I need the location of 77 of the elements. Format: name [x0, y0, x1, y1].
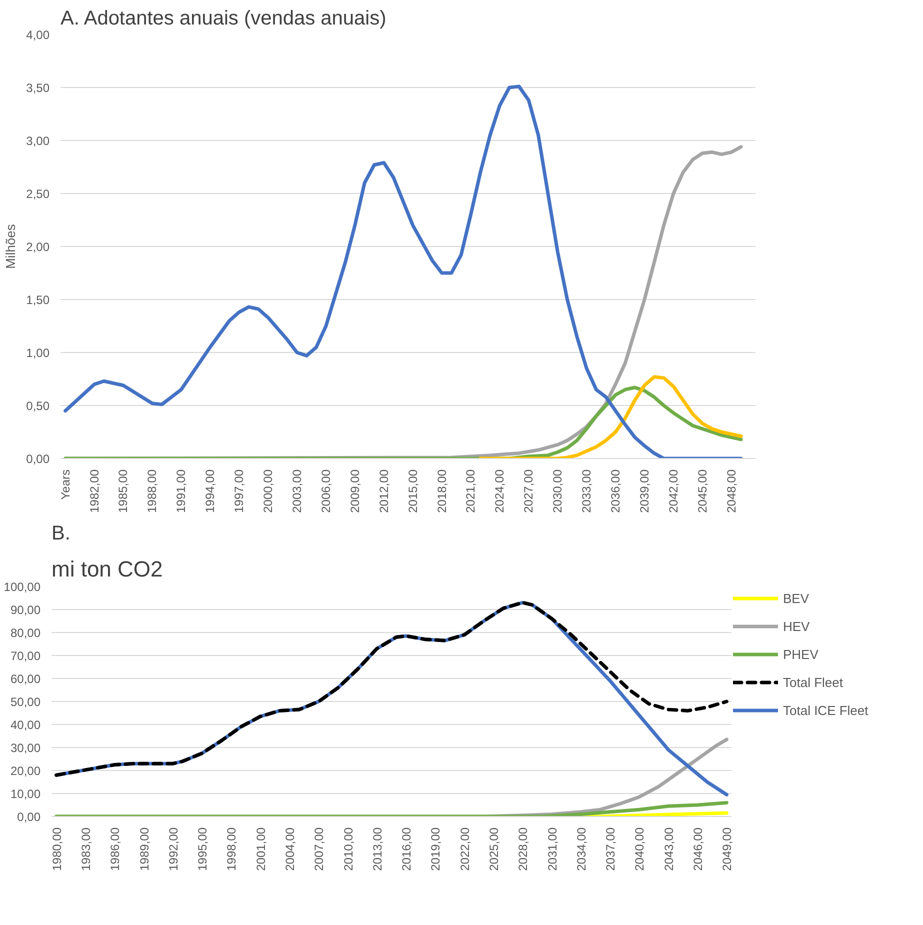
y-tick-label: 50,00: [10, 695, 41, 709]
y-tick-label: 90,00: [10, 603, 41, 617]
y-tick-label: 40,00: [10, 718, 41, 732]
x-tick-label: 2039,00: [637, 469, 652, 513]
x-tick-label: 2022,00: [458, 827, 472, 871]
x-tick-label: 1983,00: [79, 827, 93, 871]
legend-label: PHEV: [783, 646, 818, 662]
legend-label: Total ICE Fleet: [783, 702, 868, 718]
x-tick-label: 2034,00: [574, 827, 588, 871]
x-tick-label: 2004,00: [283, 827, 297, 871]
x-tick-label: 2019,00: [428, 827, 443, 871]
x-tick-label: Years: [58, 469, 72, 500]
x-tick-label: 2049,00: [720, 827, 734, 871]
y-tick-label: 70,00: [10, 649, 41, 663]
x-tick-label: 1982,00: [87, 469, 102, 513]
x-tick-label: 1980,00: [50, 827, 64, 871]
x-tick-label: 2030,00: [550, 469, 565, 513]
x-tick-label: 2024,00: [492, 469, 507, 513]
x-tick-label: 2003,00: [290, 469, 304, 513]
legend-label: Total Fleet: [783, 674, 843, 690]
y-tick-label: 1,50: [26, 293, 50, 307]
x-tick-label: 2042,00: [666, 469, 680, 513]
x-tick-label: 2025,00: [487, 827, 501, 871]
y-tick-label: 2,50: [26, 187, 50, 201]
y-tick-label: 4,00: [26, 28, 50, 42]
x-tick-label: 2012,00: [376, 469, 391, 513]
y-tick-label: 30,00: [10, 741, 41, 755]
x-tick-label: 2048,00: [724, 469, 738, 513]
y-tick-label: 3,50: [26, 81, 50, 95]
x-tick-label: 2036,00: [608, 469, 623, 513]
y-tick-label: 2,00: [26, 240, 50, 254]
legend-label: BEV: [783, 590, 810, 606]
x-tick-label: 2028,00: [516, 827, 530, 871]
x-tick-label: 2007,00: [312, 827, 326, 871]
x-tick-label: 1995,00: [196, 827, 210, 871]
x-tick-label: 2006,00: [318, 469, 333, 513]
x-tick-label: 2013,00: [370, 827, 384, 871]
x-tick-label: 2033,00: [580, 469, 594, 513]
x-tick-label: 2031,00: [545, 827, 560, 871]
x-tick-label: 1988,00: [145, 469, 160, 513]
x-tick-label: 2043,00: [662, 827, 676, 871]
x-tick-label: 2010,00: [341, 827, 356, 871]
x-tick-label: 1986,00: [108, 827, 122, 871]
x-tick-label: 2037,00: [604, 827, 618, 871]
y-tick-label: 1,00: [26, 346, 50, 360]
x-tick-label: 1998,00: [224, 827, 239, 871]
legend-label: HEV: [783, 618, 810, 634]
x-tick-label: 2001,00: [254, 827, 268, 871]
x-tick-label: 1997,00: [232, 469, 246, 513]
x-tick-label: 2046,00: [691, 827, 705, 871]
x-tick-label: 2018,00: [434, 469, 449, 513]
y-tick-label: 100,00: [4, 580, 41, 594]
y-tick-label: 20,00: [10, 764, 41, 778]
y-axis-title: Milhões: [3, 224, 18, 269]
x-tick-label: 2009,00: [348, 469, 362, 513]
y-tick-label: 0,50: [26, 399, 50, 413]
x-tick-label: 2021,00: [464, 469, 478, 513]
chart-title: A. Adotantes anuais (vendas anuais): [60, 8, 386, 30]
y-tick-label: 0,00: [26, 452, 50, 466]
x-tick-label: 1992,00: [166, 827, 180, 871]
x-tick-label: 1991,00: [174, 469, 188, 513]
x-tick-label: 2045,00: [695, 469, 710, 513]
y-tick-label: 60,00: [10, 672, 41, 686]
x-tick-label: 1985,00: [116, 469, 130, 513]
x-tick-label: 1994,00: [203, 469, 218, 513]
x-tick-label: 2015,00: [406, 469, 420, 513]
x-tick-label: 2016,00: [400, 827, 414, 871]
chart-title: B.: [52, 522, 70, 544]
x-tick-label: 2027,00: [522, 469, 536, 513]
y-tick-label: 0,00: [17, 810, 41, 824]
chart-subtitle: mi ton CO2: [52, 556, 163, 582]
y-tick-label: 80,00: [10, 626, 41, 640]
y-tick-label: 3,00: [26, 134, 50, 148]
x-tick-label: 2000,00: [261, 469, 276, 513]
x-tick-label: 2040,00: [632, 827, 647, 871]
x-tick-label: 1989,00: [137, 827, 152, 871]
y-tick-label: 10,00: [10, 787, 41, 801]
